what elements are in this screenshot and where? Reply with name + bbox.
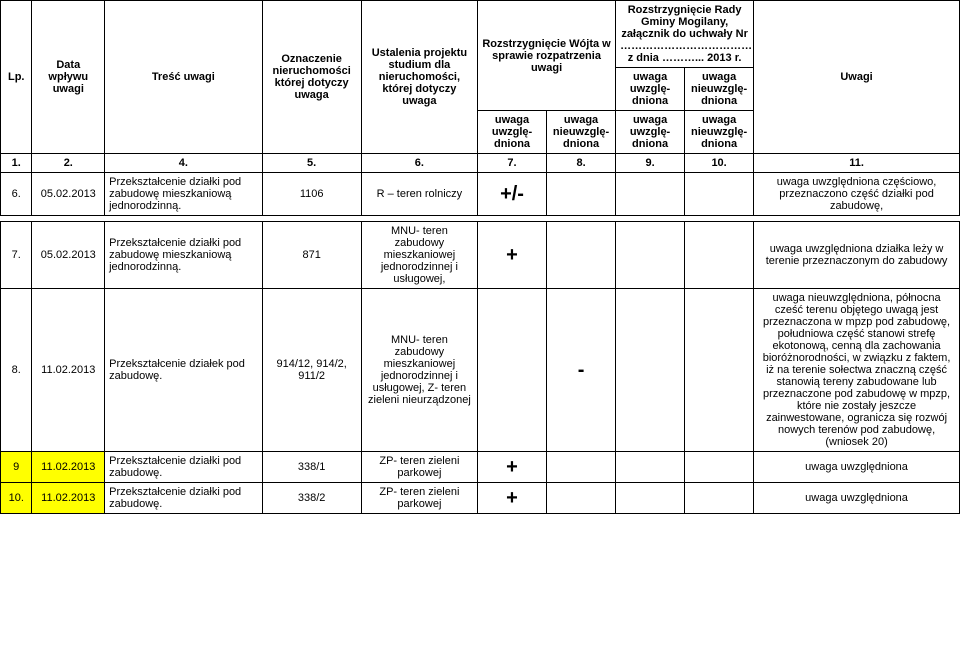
cell-ozn: 871 <box>262 222 361 289</box>
cell-stud: R – teren rolniczy <box>361 173 477 216</box>
number-row: 1. 2. 4. 5. 6. 7. 8. 9. 10. 11. <box>1 154 960 173</box>
cell-rada-nuw <box>685 289 754 452</box>
cell-date: 11.02.2013 <box>32 452 105 483</box>
h-uwagi: Uwagi <box>754 1 960 154</box>
h-rada-nuw: uwaga nieuwzglę-dniona <box>685 68 754 111</box>
table-body: 6.05.02.2013Przekształcenie działki pod … <box>1 173 960 514</box>
h-rada-1: Rozstrzygnięcie Rady Gminy Mogilany, zał… <box>621 4 748 40</box>
cell-lp: 7. <box>1 222 32 289</box>
cell-stud: ZP- teren zieleni parkowej <box>361 483 477 514</box>
cell-wojt-nuw <box>547 483 616 514</box>
n6: 6. <box>361 154 477 173</box>
cell-lp: 10. <box>1 483 32 514</box>
h-rada-uw2: uwaga uwzglę-dniona <box>616 111 685 154</box>
cell-ozn: 338/2 <box>262 483 361 514</box>
cell-rada-uw <box>616 222 685 289</box>
cell-lp: 8. <box>1 289 32 452</box>
cell-wojt-uw <box>478 289 547 452</box>
n10: 10. <box>685 154 754 173</box>
cell-rada-uw <box>616 452 685 483</box>
n8: 8. <box>547 154 616 173</box>
cell-content: Przekształcenie działki pod zabudowę mie… <box>105 222 262 289</box>
cell-lp: 6. <box>1 173 32 216</box>
cell-stud: MNU- teren zabudowy mieszkaniowej jednor… <box>361 222 477 289</box>
n5: 5. <box>262 154 361 173</box>
cell-content: Przekształcenie działki pod zabudowę. <box>105 483 262 514</box>
cell-uwagi: uwaga uwzględniona częściowo, przeznaczo… <box>754 173 960 216</box>
h-date: Data wpływu uwagi <box>32 1 105 154</box>
main-table: Lp. Data wpływu uwagi Treść uwagi Oznacz… <box>0 0 960 514</box>
table-row: 8.11.02.2013Przekształcenie działek pod … <box>1 289 960 452</box>
n4: 4. <box>105 154 262 173</box>
table-row: 911.02.2013Przekształcenie działki pod z… <box>1 452 960 483</box>
table-row: 6.05.02.2013Przekształcenie działki pod … <box>1 173 960 216</box>
h-content: Treść uwagi <box>105 1 262 154</box>
cell-date: 05.02.2013 <box>32 173 105 216</box>
n1: 1. <box>1 154 32 173</box>
cell-rada-nuw <box>685 222 754 289</box>
cell-rada-uw <box>616 289 685 452</box>
cell-ozn: 914/12, 914/2, 911/2 <box>262 289 361 452</box>
cell-wojt-nuw <box>547 173 616 216</box>
h-lp: Lp. <box>1 1 32 154</box>
cell-content: Przekształcenie działek pod zabudowę. <box>105 289 262 452</box>
n9: 9. <box>616 154 685 173</box>
table-row: 7.05.02.2013Przekształcenie działki pod … <box>1 222 960 289</box>
cell-date: 11.02.2013 <box>32 483 105 514</box>
cell-rada-nuw <box>685 452 754 483</box>
cell-stud: ZP- teren zieleni parkowej <box>361 452 477 483</box>
cell-lp: 9 <box>1 452 32 483</box>
cell-uwagi: uwaga nieuwzględniona, północna cześć te… <box>754 289 960 452</box>
cell-stud: MNU- teren zabudowy mieszkaniowej jednor… <box>361 289 477 452</box>
n11: 11. <box>754 154 960 173</box>
h-rada: Rozstrzygnięcie Rady Gminy Mogilany, zał… <box>616 1 754 68</box>
cell-wojt-uw: + <box>478 222 547 289</box>
table-row: 10.11.02.2013Przekształcenie działki pod… <box>1 483 960 514</box>
header-row-1: Lp. Data wpływu uwagi Treść uwagi Oznacz… <box>1 1 960 68</box>
h-wojt: Rozstrzygnięcie Wójta w sprawie rozpatrz… <box>478 1 616 111</box>
cell-wojt-uw: +/- <box>478 173 547 216</box>
cell-content: Przekształcenie działki pod zabudowę. <box>105 452 262 483</box>
h-ozn: Oznaczenie nieruchomości której dotyczy … <box>262 1 361 154</box>
h-rada-uw: uwaga uwzglę-dniona <box>616 68 685 111</box>
n7: 7. <box>478 154 547 173</box>
cell-uwagi: uwaga uwzględniona <box>754 483 960 514</box>
h-wojt-uw: uwaga uwzglę-dniona <box>478 111 547 154</box>
cell-wojt-nuw: - <box>547 289 616 452</box>
n2: 2. <box>32 154 105 173</box>
cell-wojt-uw: + <box>478 452 547 483</box>
cell-wojt-nuw <box>547 222 616 289</box>
cell-content: Przekształcenie działki pod zabudowę mie… <box>105 173 262 216</box>
cell-date: 11.02.2013 <box>32 289 105 452</box>
h-stud: Ustalenia projektu studium dla nieruchom… <box>361 1 477 154</box>
cell-ozn: 338/1 <box>262 452 361 483</box>
cell-rada-nuw <box>685 483 754 514</box>
cell-wojt-nuw <box>547 452 616 483</box>
h-rada-nuw2: uwaga nieuwzglę-dniona <box>685 111 754 154</box>
cell-rada-uw <box>616 173 685 216</box>
cell-uwagi: uwaga uwzględniona <box>754 452 960 483</box>
h-wojt-nuw: uwaga nieuwzglę-dniona <box>547 111 616 154</box>
cell-rada-uw <box>616 483 685 514</box>
cell-wojt-uw: + <box>478 483 547 514</box>
cell-date: 05.02.2013 <box>32 222 105 289</box>
h-rada-3: z dnia ………... 2013 r. <box>628 52 742 64</box>
cell-rada-nuw <box>685 173 754 216</box>
cell-ozn: 1106 <box>262 173 361 216</box>
cell-uwagi: uwaga uwzględniona działka leży w tereni… <box>754 222 960 289</box>
h-rada-2: ……………………………… <box>620 40 752 52</box>
